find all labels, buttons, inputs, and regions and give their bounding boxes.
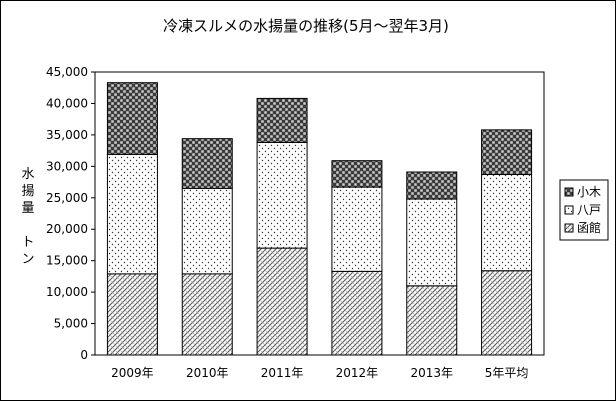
bar-segment-函館	[406, 285, 458, 356]
y-axis-label-char: 水	[21, 167, 34, 182]
bars	[106, 82, 533, 356]
bar-segment-八戸	[256, 141, 308, 249]
y-tick-label: 5,000	[54, 317, 88, 331]
y-tick-label: 20,000	[46, 222, 88, 236]
legend-swatch	[564, 187, 574, 197]
y-tick-label: 40,000	[46, 96, 88, 110]
y-axis-label-char: 揚	[21, 183, 34, 199]
bar-segment-八戸	[331, 186, 383, 272]
bar-segment-函館	[331, 270, 383, 356]
bar-segment-八戸	[481, 174, 533, 272]
bar-segment-小木	[181, 138, 233, 189]
bar-segment-小木	[256, 97, 308, 143]
x-tick-label: 2010年	[186, 366, 229, 380]
legend-label: 八戸	[577, 203, 601, 217]
y-axis-label-char: ト	[21, 235, 34, 250]
bar-segment-小木	[406, 171, 458, 200]
bar-segment-函館	[256, 247, 308, 356]
y-axis-ticks: 0 5,000 10,000 15,000 20,000 25,000 30,000 35,0…	[46, 65, 95, 362]
bar-segment-小木	[106, 82, 158, 155]
x-tick-label: 2013年	[410, 366, 453, 380]
bar-segment-八戸	[181, 187, 233, 275]
bar-segment-函館	[481, 270, 533, 356]
y-tick-label: 15,000	[46, 254, 88, 268]
chart-title: 冷凍スルメの水揚量の推移(5月～翌年3月)	[163, 17, 449, 35]
bar-segment-八戸	[406, 198, 458, 287]
legend-label: 小木	[577, 185, 601, 199]
x-tick-label: 2012年	[336, 366, 379, 380]
x-tick-label: 2011年	[261, 366, 304, 380]
y-tick-label: 35,000	[46, 128, 88, 142]
y-axis-label-char: 量	[21, 201, 34, 216]
y-tick-label: 25,000	[46, 191, 88, 205]
bar-segment-函館	[181, 273, 233, 356]
bar-segment-函館	[106, 273, 158, 356]
legend-label: 函館	[577, 220, 601, 235]
y-tick-label: 45,000	[46, 65, 88, 79]
x-axis-ticks: 2009年 2010年 2011年 2012年 2013年 5年平均	[111, 366, 528, 380]
bar-segment-八戸	[106, 153, 158, 275]
y-tick-label: 30,000	[46, 159, 88, 173]
y-tick-label: 10,000	[46, 285, 88, 299]
bar-segment-小木	[481, 129, 533, 176]
legend-swatch	[564, 205, 574, 215]
y-tick-label: 0	[80, 348, 88, 362]
x-tick-label: 2009年	[111, 366, 154, 380]
y-axis-label-char: ン	[21, 252, 34, 267]
bar-segment-小木	[331, 160, 383, 188]
plot-area	[94, 71, 545, 356]
legend-swatch	[564, 223, 574, 233]
x-tick-label: 5年平均	[485, 366, 529, 380]
